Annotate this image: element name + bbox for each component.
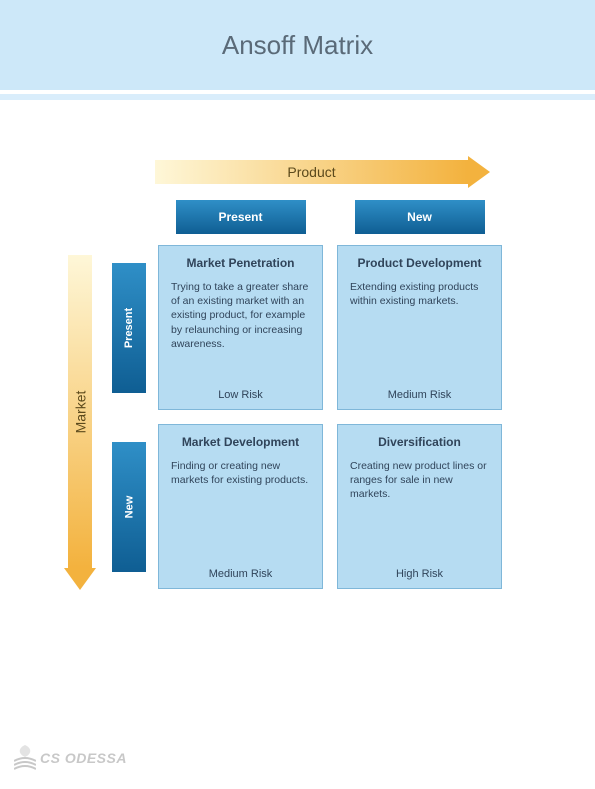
product-axis-body: Product <box>155 160 468 184</box>
page-header: Ansoff Matrix <box>0 0 595 90</box>
cell-description: Creating new product lines or ranges for… <box>350 459 489 568</box>
product-axis-arrowhead <box>468 156 490 188</box>
market-axis-body: Market <box>68 255 92 568</box>
brand-logo-text: CS ODESSA <box>40 750 127 766</box>
row-header-present: Present <box>112 263 146 393</box>
cell-diversification: Diversification Creating new product lin… <box>337 424 502 589</box>
column-header-present-label: Present <box>218 210 262 224</box>
cell-risk: Medium Risk <box>350 389 489 403</box>
product-axis-label: Product <box>287 164 335 180</box>
row-header-new-label: New <box>123 495 135 518</box>
cell-title: Market Development <box>171 435 310 449</box>
product-axis-arrow: Product <box>155 160 490 184</box>
cell-title: Diversification <box>350 435 489 449</box>
market-axis-arrowhead <box>64 568 96 590</box>
cell-risk: Low Risk <box>171 389 310 403</box>
cell-market-development: Market Development Finding or creating n… <box>158 424 323 589</box>
column-header-present: Present <box>176 200 306 234</box>
brand-logo: CS ODESSA <box>14 745 127 771</box>
brand-logo-icon <box>14 745 36 771</box>
cell-product-development: Product Development Extending existing p… <box>337 245 502 410</box>
column-header-new-label: New <box>407 210 432 224</box>
cell-risk: High Risk <box>350 568 489 582</box>
cell-description: Finding or creating new markets for exis… <box>171 459 310 568</box>
cell-market-penetration: Market Penetration Trying to take a grea… <box>158 245 323 410</box>
row-header-new: New <box>112 442 146 572</box>
row-header-present-label: Present <box>123 307 135 347</box>
cell-risk: Medium Risk <box>171 568 310 582</box>
market-axis-label: Market <box>72 390 88 433</box>
cell-title: Market Penetration <box>171 256 310 270</box>
page-title: Ansoff Matrix <box>222 30 373 61</box>
cell-description: Extending existing products within exist… <box>350 280 489 389</box>
cell-description: Trying to take a greater share of an exi… <box>171 280 310 389</box>
column-header-new: New <box>355 200 485 234</box>
cell-title: Product Development <box>350 256 489 270</box>
matrix-canvas: Product Market Present New Present New M… <box>0 100 595 700</box>
market-axis-arrow: Market <box>68 255 92 590</box>
